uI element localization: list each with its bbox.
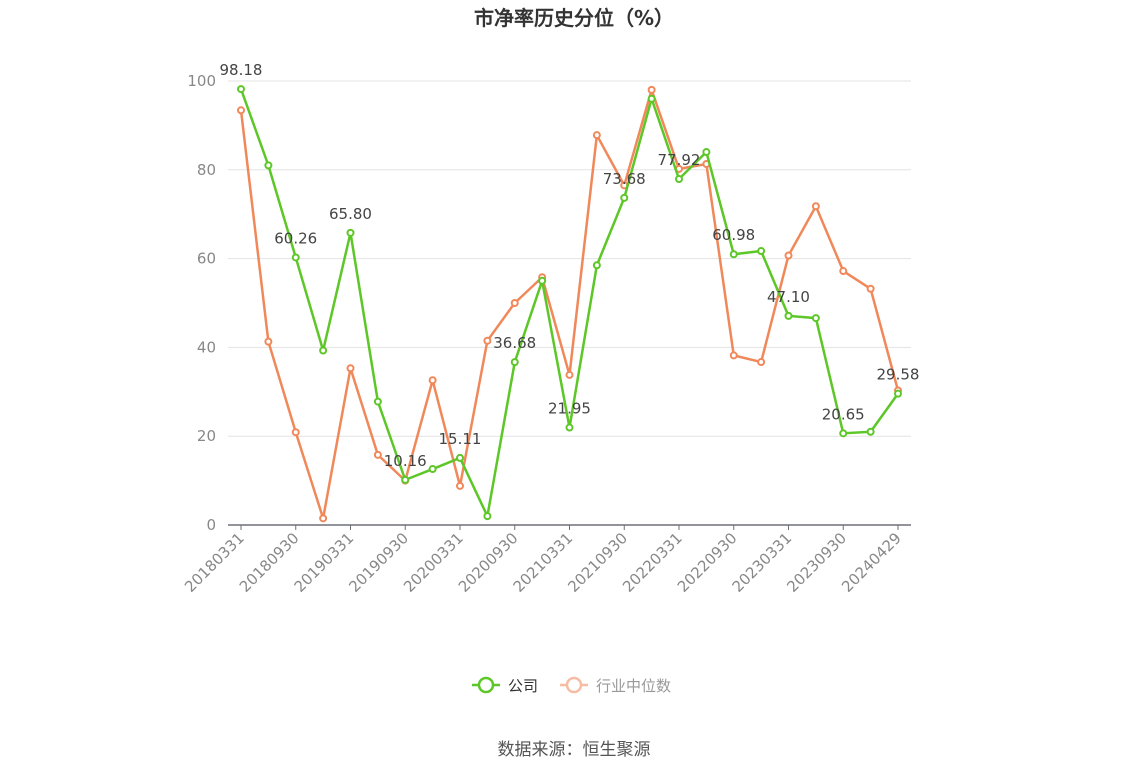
legend-label: 公司 [508, 677, 538, 695]
y-tick-label: 0 [206, 516, 216, 534]
data-label: 47.10 [767, 288, 810, 306]
data-point [428, 465, 437, 474]
data-point [620, 193, 629, 202]
y-tick-label: 20 [197, 427, 216, 445]
legend-item-1 [560, 676, 588, 694]
data-point [784, 251, 793, 260]
y-tick-label: 40 [197, 338, 216, 356]
data-point [757, 358, 766, 367]
data-point [264, 337, 273, 346]
data-label: 15.11 [439, 430, 482, 448]
data-label: 20.65 [822, 405, 865, 423]
data-point [291, 428, 300, 437]
data-point [647, 85, 656, 94]
data-point [319, 514, 328, 523]
data-point [510, 299, 519, 307]
data-point [291, 253, 300, 262]
data-label: 10.16 [384, 452, 427, 470]
data-point [456, 453, 464, 462]
data-point [811, 202, 820, 211]
data-point [237, 85, 245, 94]
legend-swatch-marker [477, 676, 495, 694]
data-point [729, 351, 738, 360]
data-label: 29.58 [877, 366, 920, 384]
y-tick-label: 100 [187, 72, 216, 90]
data-point [401, 475, 410, 484]
data-point [565, 423, 574, 432]
y-tick-label: 60 [197, 250, 216, 268]
data-point [675, 175, 683, 184]
data-point [346, 364, 355, 373]
data-point [729, 250, 738, 259]
legend-label: 行业中位数 [596, 677, 671, 695]
data-label: 36.68 [493, 334, 536, 352]
data-point [839, 429, 848, 438]
x-tick-label: 20240429 [838, 529, 905, 596]
chart-title: 市净率历史分位（%） [474, 6, 674, 30]
data-point [456, 481, 464, 490]
grid-lines [228, 80, 911, 437]
legend-item-0 [472, 676, 500, 694]
data-label: 60.26 [274, 229, 317, 247]
data-label: 98.18 [220, 61, 263, 79]
data-point [483, 336, 492, 345]
data-point [428, 376, 437, 385]
data-point [839, 267, 848, 276]
data-point [510, 358, 519, 367]
data-point [757, 247, 766, 256]
data-label: 65.80 [329, 205, 372, 223]
data-point [702, 148, 711, 157]
y-tick-label: 80 [197, 161, 216, 179]
legend: 公司 行业中位数 [472, 676, 671, 695]
data-point [538, 276, 547, 285]
data-point [866, 284, 875, 293]
y-axis: 0 20 40 60 80 100 [187, 72, 216, 534]
data-point [264, 161, 273, 170]
data-point [373, 397, 382, 406]
data-point [592, 261, 601, 270]
series-layer [237, 85, 902, 523]
data-label: 73.68 [603, 170, 646, 188]
data-point [866, 427, 875, 436]
data-point [319, 346, 328, 355]
data-point [483, 512, 492, 521]
data-point [565, 370, 574, 379]
data-point [811, 314, 820, 323]
source-note: 数据来源：恒生聚源 [498, 740, 651, 760]
data-labels: 98.18 60.26 65.80 10.16 15.11 36.68 21.95 73.68… [220, 61, 920, 470]
data-point [237, 106, 245, 115]
data-point [346, 228, 355, 237]
legend-swatch-marker [565, 676, 583, 694]
data-label: 21.95 [548, 400, 591, 418]
data-point [784, 311, 793, 320]
data-point [592, 131, 601, 140]
x-axis: 2018033120180930201903312019093020200331… [181, 524, 911, 596]
data-label: 60.98 [712, 226, 755, 244]
data-label: 77.92 [658, 151, 701, 169]
data-point [647, 94, 656, 103]
data-point [894, 389, 902, 398]
data-point [373, 450, 382, 459]
